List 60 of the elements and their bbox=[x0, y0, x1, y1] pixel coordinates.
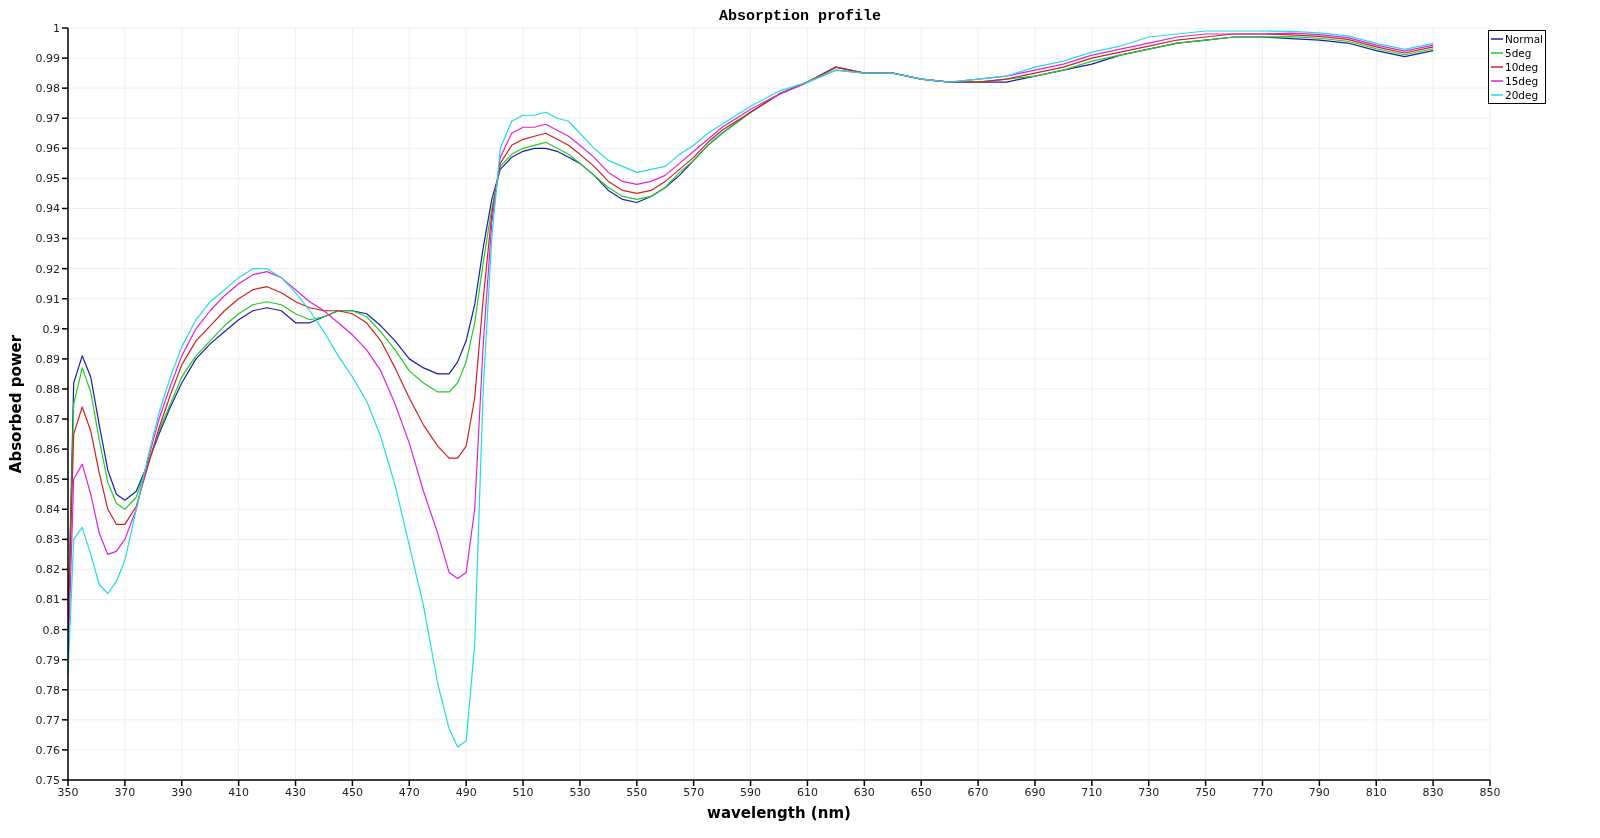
y-tick-label: 0.88 bbox=[35, 382, 60, 396]
y-tick-label: 0.81 bbox=[35, 593, 60, 607]
y-tick-label: 0.91 bbox=[35, 292, 60, 306]
x-tick-label: 530 bbox=[569, 785, 591, 799]
chart-title: Absorption profile bbox=[718, 8, 882, 25]
x-tick-label: 590 bbox=[740, 785, 762, 799]
y-tick-label: 0.76 bbox=[35, 743, 60, 757]
x-tick-label: 470 bbox=[398, 785, 420, 799]
y-tick-label: 0.87 bbox=[35, 412, 60, 426]
x-tick-label: 430 bbox=[285, 785, 307, 799]
legend-label: 10deg bbox=[1505, 60, 1539, 74]
x-tick-label: 730 bbox=[1138, 785, 1160, 799]
y-tick-label: 0.8 bbox=[42, 623, 60, 637]
x-tick-label: 370 bbox=[114, 785, 136, 799]
x-tick-label: 450 bbox=[341, 785, 363, 799]
y-tick-label: 0.93 bbox=[35, 232, 60, 246]
x-tick-label: 830 bbox=[1422, 785, 1444, 799]
x-tick-label: 650 bbox=[910, 785, 932, 799]
x-tick-label: 770 bbox=[1251, 785, 1273, 799]
y-tick-label: 0.78 bbox=[35, 683, 60, 697]
y-tick-label: 0.89 bbox=[35, 352, 60, 366]
y-tick-label: 0.84 bbox=[35, 503, 60, 517]
legend-label: 15deg bbox=[1505, 74, 1539, 88]
x-tick-label: 550 bbox=[626, 785, 648, 799]
x-tick-label: 690 bbox=[1024, 785, 1046, 799]
x-tick-label: 670 bbox=[967, 785, 989, 799]
y-tick-label: 0.79 bbox=[35, 653, 60, 667]
y-tick-label: 0.86 bbox=[35, 443, 60, 457]
x-axis-title: wavelength (nm) bbox=[707, 804, 851, 822]
x-tick-label: 630 bbox=[853, 785, 875, 799]
y-tick-label: 0.82 bbox=[35, 563, 60, 577]
y-axis-title: Absorbed power bbox=[7, 334, 26, 474]
y-tick-label: 0.94 bbox=[35, 202, 60, 216]
y-tick-label: 0.99 bbox=[35, 51, 60, 65]
x-tick-label: 410 bbox=[228, 785, 250, 799]
x-tick-label: 610 bbox=[796, 785, 818, 799]
y-tick-label: 0.97 bbox=[35, 112, 60, 126]
y-tick-label: 1 bbox=[53, 21, 60, 35]
y-tick-label: 0.85 bbox=[35, 473, 60, 487]
legend-label: 5deg bbox=[1505, 46, 1532, 60]
x-tick-label: 710 bbox=[1081, 785, 1103, 799]
y-tick-label: 0.95 bbox=[35, 172, 60, 186]
x-tick-label: 390 bbox=[171, 785, 193, 799]
y-tick-label: 0.77 bbox=[35, 713, 60, 727]
x-tick-label: 790 bbox=[1308, 785, 1330, 799]
x-tick-label: 570 bbox=[683, 785, 705, 799]
y-tick-label: 0.75 bbox=[35, 773, 60, 787]
x-tick-label: 490 bbox=[455, 785, 477, 799]
y-tick-label: 0.9 bbox=[42, 322, 60, 336]
x-tick-label: 510 bbox=[512, 785, 534, 799]
y-tick-label: 0.98 bbox=[35, 82, 60, 96]
x-tick-label: 850 bbox=[1479, 785, 1501, 799]
legend-label: 20deg bbox=[1505, 88, 1539, 102]
x-tick-label: 750 bbox=[1195, 785, 1217, 799]
legend-label: Normal bbox=[1505, 32, 1543, 46]
x-tick-label: 810 bbox=[1365, 785, 1387, 799]
x-tick-label: 350 bbox=[57, 785, 79, 799]
y-tick-label: 0.92 bbox=[35, 262, 60, 276]
y-tick-label: 0.83 bbox=[35, 533, 60, 547]
y-tick-label: 0.96 bbox=[35, 142, 60, 156]
